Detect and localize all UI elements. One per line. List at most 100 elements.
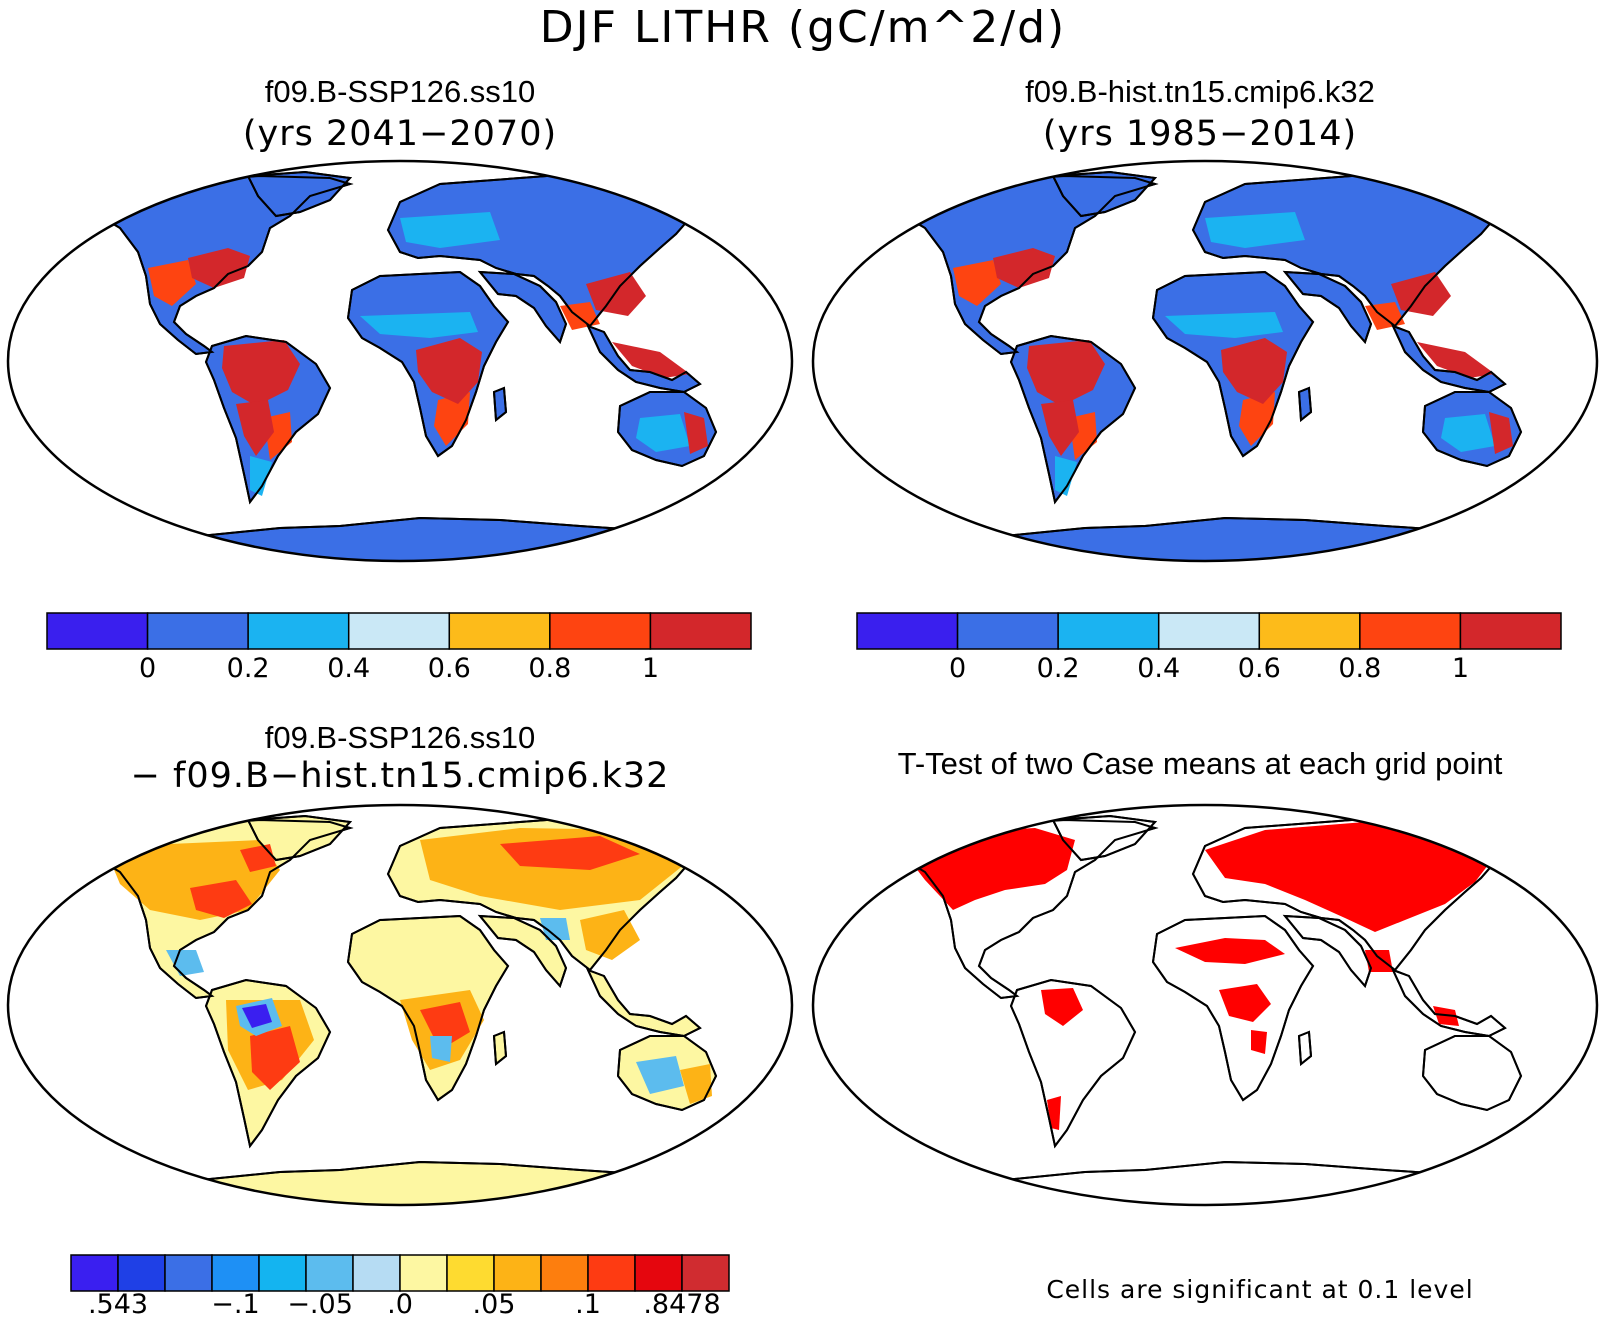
hot-patch-2 [236,400,274,456]
colorbar-tick-label: .1 [575,1289,601,1320]
colorbar-tick-label: 0.6 [1237,653,1281,684]
signif-patch-2 [1175,938,1285,964]
diff-deep-patch-0 [242,1004,272,1028]
colorbar-tick-label: −.1 [211,1289,260,1320]
land-antarctica [115,1160,702,1205]
colorbar-tick-label: 1 [641,653,660,684]
mid-patch-2 [636,414,690,452]
hot-patch-4 [586,272,646,316]
signif-patch-6 [1047,1096,1061,1130]
colorbar-swatch [549,612,652,650]
colorbar-swatch [305,1254,354,1292]
mid-patch-0 [360,312,478,338]
hot-patch-5 [1417,342,1495,378]
colorbar-swatch [856,612,959,650]
warm-patch-2 [434,392,470,446]
colorbar-swatch [681,1254,730,1292]
map-bottom-left [6,803,794,1207]
hot-patch-2 [1041,400,1079,456]
diff-cold-patch-3 [540,918,570,940]
panel-subtitle-top-right: (yrs 1985−2014) [1042,114,1358,154]
map-border [811,803,1599,1207]
hot-patch-3 [416,338,482,404]
warm-patch-2 [1239,392,1275,446]
colorbar-tick-label: 0.6 [427,653,471,684]
colorbar-swatch [1057,612,1160,650]
mid-patch-0 [1165,312,1283,338]
colorbar-tick-label: 0 [138,653,157,684]
colorbar-swatch [70,1254,119,1292]
colorbar-swatch [1359,612,1462,650]
map-top-left [6,159,794,563]
colorbar-ticks-bottom-left: .543 −.1 −.05 .0 .05 .1 .8478 [70,1289,730,1323]
mid-patch-1 [1205,212,1305,248]
diff-warm-patch-4 [580,910,640,960]
colorbar-swatch [446,1254,495,1292]
diff-hot-patch-2 [250,1026,300,1090]
land-antarctica [920,516,1507,561]
land-seAsia [1391,968,1507,1038]
land-antarctica [920,1160,1507,1205]
colorbar-top-right [856,612,1562,650]
panel-title-bottom-right: T-Test of two Case means at each grid po… [897,746,1503,781]
land-antarctica [115,516,702,561]
signif-patch-1 [1205,822,1501,932]
colorbar-swatch [540,1254,589,1292]
colorbar-swatch [1258,612,1361,650]
colorbar-swatch [649,612,752,650]
land-seAsia [586,968,702,1038]
diff-cold-patch-2 [166,950,204,976]
hot-patch-1 [1027,340,1105,406]
warm-patch-0 [953,260,1001,306]
colorbar-top-left [46,612,752,650]
diff-cold-patch-4 [430,1036,452,1062]
diff-hot-patch-3 [420,1002,470,1050]
colorbar-swatch [587,1254,636,1292]
colorbar-tick-label: .0 [387,1289,413,1320]
mid-patch-3 [1055,456,1077,496]
warm-patch-0 [148,260,196,306]
diff-warm-patch-5 [680,1064,712,1104]
colorbar-tick-label: 0.8 [528,653,572,684]
colorbar-bottom-left [70,1254,730,1292]
hot-patch-3 [1221,338,1287,404]
colorbar-tick-label: 0 [948,653,967,684]
map-bottom-right [811,803,1599,1207]
colorbar-tick-label: 0.4 [327,653,371,684]
colorbar-ticks-top-right: 0 0.2 0.4 0.6 0.8 1 [856,653,1562,687]
colorbar-swatch [1459,612,1562,650]
colorbar-swatch [493,1254,542,1292]
colorbar-tick-label: 0.2 [226,653,270,684]
panel-title-top-left: f09.B-SSP126.ss10 [264,74,536,109]
panel-title-top-right: f09.B-hist.tn15.cmip6.k32 [1025,74,1375,109]
hot-patch-4 [1391,272,1451,316]
hot-patch-1 [222,340,300,406]
map-border [811,159,1599,563]
diff-hot-patch-0 [190,880,252,918]
signif-patch-8 [1365,950,1393,972]
hot-patch-6 [1489,412,1513,454]
colorbar-tick-label: −.05 [287,1289,353,1320]
colorbar-swatch [146,612,249,650]
mid-patch-1 [400,212,500,248]
colorbar-tick-label: 0.2 [1036,653,1080,684]
panel-subtitle-top-left: (yrs 2041−2070) [242,114,558,154]
panel-subtitle-bottom-left: − f09.B−hist.tn15.cmip6.k32 [130,756,670,796]
colorbar-tick-label: .543 [87,1289,149,1320]
signif-patch-5 [1251,1030,1267,1054]
hot-patch-5 [612,342,690,378]
colorbar-swatch [634,1254,683,1292]
signif-patch-4 [1041,988,1083,1026]
figure-title: DJF LITHR (gC/m^2/d) [539,2,1067,53]
panel-title-bottom-left: f09.B-SSP126.ss10 [264,720,536,755]
colorbar-swatch [399,1254,448,1292]
colorbar-swatch [1157,612,1261,650]
colorbar-tick-label: 0.4 [1137,653,1181,684]
map-border [6,803,794,1207]
colorbar-swatch [117,1254,166,1292]
mid-patch-3 [250,456,272,496]
diff-hot-patch-1 [500,836,640,870]
colorbar-tick-label: .8478 [643,1289,721,1320]
colorbar-swatch [448,612,551,650]
significance-note: Cells are significant at 0.1 level [1046,1275,1474,1304]
